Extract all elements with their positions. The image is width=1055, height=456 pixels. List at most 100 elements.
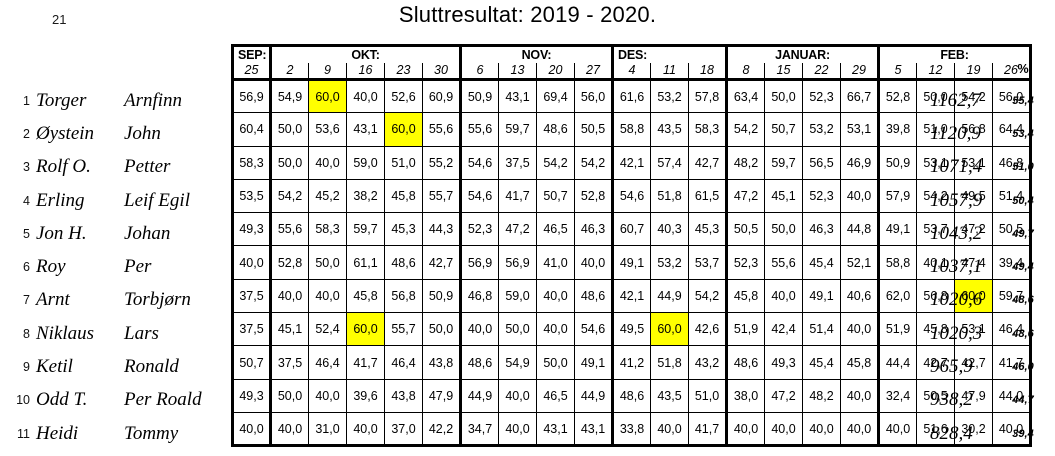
rank-number: 1 [23,93,30,108]
score-cell: 52,8 [269,245,309,280]
score-cell: 53,1 [840,112,879,147]
score-cell: 41,7 [992,345,1031,380]
score-cell: 52,8 [877,78,917,114]
score-cell: 48,6 [725,345,765,380]
score-cell: 45,1 [269,312,309,347]
score-cell: 60,9 [422,78,461,114]
score-cell: 60,0 [384,112,423,147]
score-cell: 51,8 [650,178,689,214]
score-cell: 45,3 [688,212,727,247]
score-cell: 58,3 [232,145,271,180]
score-cell: 41,2 [611,345,651,380]
date-header: 22 [802,62,841,81]
score-cell: 40,0 [574,245,613,280]
score-cell: 50,7 [536,178,575,214]
score-cell: 43,8 [384,378,423,413]
score-cell: 45,2 [308,178,347,214]
score-cell: 54,2 [574,145,613,180]
score-cell: 49,1 [611,245,651,280]
score-cell: 46,8 [459,278,499,314]
rank-number: 9 [23,360,30,375]
score-cell: 48,2 [725,145,765,180]
score-cell: 37,5 [232,278,271,314]
score-cell: 40,0 [840,411,879,447]
score-cell: 40,0 [802,411,841,447]
list-item: 7 Arnt Torbjørn [0,284,228,317]
score-cell: 45,8 [346,278,385,314]
player-one-name: Ketil [36,356,73,378]
score-cell: 50,5 [574,112,613,147]
percent-value: 48,6 [1012,327,1034,340]
score-cell: 41,7 [688,411,727,447]
grid-body: 56,9 54,9 60,0 40,0 52,6 60,9 50,9 43,1 69,4 56,0… [232,78,1031,447]
score-cell: 50,5 [992,212,1031,247]
score-cell: 40,0 [536,312,575,347]
grid-date-header-row: 25 2 9 16 23 30 6 13 20 27 4 11 18 8 15 22 29 5 12 19 26 [232,62,1031,81]
table-row: 37,5 45,1 52,4 60,0 55,7 50,0 40,0 50,0 40,0 54,6… [232,312,1031,347]
score-cell: 40,0 [840,312,879,347]
player-two-name: John [124,122,161,144]
score-cell: 54,2 [725,112,765,147]
list-item: 5 Jon H. Johan [0,217,228,250]
score-cell: 40,0 [498,411,537,447]
score-cell: 50,7 [764,112,803,147]
score-cell: 43,1 [498,78,537,114]
score-cell: 40,0 [498,378,537,413]
score-cell: 40,0 [764,278,803,314]
rank-number: 7 [23,293,30,308]
grid-month-header-row: SEP: OKT: NOV: DES: JANUAR: FEB: [232,45,1031,63]
date-header: 23 [384,62,423,81]
score-cell: 60,0 [650,312,689,347]
score-cell: 45,3 [384,212,423,247]
score-cell: 64,4 [992,112,1031,147]
score-cell: 47,2 [498,212,537,247]
score-cell: 59,0 [498,278,537,314]
month-header-okt: OKT: [269,45,461,63]
score-cell: 43,5 [650,112,689,147]
score-cell: 53,7 [688,245,727,280]
player-two-name: Torbjørn [124,289,191,311]
score-cell: 53,2 [650,245,689,280]
score-cell: 39,6 [346,378,385,413]
score-cell: 59,7 [346,212,385,247]
score-cell: 49,1 [574,345,613,380]
score-cell: 50,5 [916,378,955,413]
score-cell: 50,0 [536,345,575,380]
score-cell: 50,0 [916,78,955,114]
score-cell: 40,0 [992,411,1031,447]
score-cell: 69,4 [536,78,575,114]
player-two-name: Ronald [124,356,179,378]
date-header: 15 [764,62,803,81]
score-cell: 47,2 [954,212,993,247]
score-cell: 53,1 [954,145,993,180]
score-cell: 56,9 [232,78,271,114]
date-header: 13 [498,62,537,81]
date-header: 29 [840,62,879,81]
score-cell: 59,7 [992,278,1031,314]
total-score: 1071,4 [930,156,983,178]
score-cell: 49,5 [954,178,993,214]
score-cell: 56,9 [459,245,499,280]
score-cell: 49,1 [877,212,917,247]
score-cell: 58,3 [688,112,727,147]
score-cell: 63,4 [725,78,765,114]
percent-value: 49,4 [1012,261,1034,274]
score-cell: 40,0 [232,411,271,447]
date-header: 16 [346,62,385,81]
score-cell: 40,3 [650,212,689,247]
score-cell: 51,0 [688,378,727,413]
score-cell: 38,0 [725,378,765,413]
percent-value: 51,0 [1012,161,1034,174]
date-header: 4 [611,62,651,81]
score-cell: 50,0 [269,378,309,413]
list-item: 8 Niklaus Lars [0,317,228,350]
score-cell: 40,0 [269,278,309,314]
score-cell: 55,6 [764,245,803,280]
score-cell: 43,1 [346,112,385,147]
score-cell: 54,6 [459,178,499,214]
score-cell: 44,0 [992,378,1031,413]
score-cell: 46,5 [536,378,575,413]
score-cell: 33,8 [611,411,651,447]
score-cell: 55,6 [269,212,309,247]
score-cell: 46,4 [308,345,347,380]
